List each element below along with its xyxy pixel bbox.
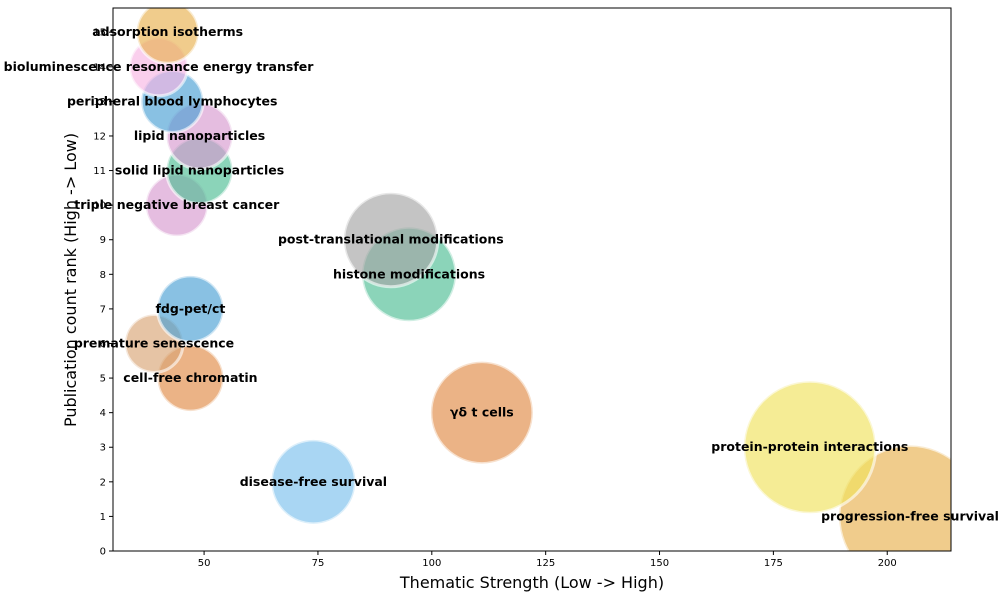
y-tick-label: 7 <box>100 304 106 315</box>
bubble-label: triple negative breast cancer <box>74 197 280 212</box>
bubble-label: post-translational modifications <box>278 232 504 247</box>
bubble <box>155 274 225 344</box>
y-tick-label: 13 <box>93 97 106 108</box>
bubble-label: cell-free chromatin <box>123 370 257 385</box>
bubble <box>429 360 535 466</box>
bubble-label: fdg-pet/ct <box>155 301 225 316</box>
bubble-label: protein-protein interactions <box>711 439 908 454</box>
bubble-label: disease-free survival <box>240 474 387 489</box>
y-tick-label: 11 <box>93 166 106 177</box>
bubble-label: premature senescence <box>74 335 234 350</box>
y-tick-label: 2 <box>100 477 106 488</box>
bubble-label: lipid nanoparticles <box>134 128 265 143</box>
y-tick-label: 12 <box>93 131 106 142</box>
y-tick-label: 6 <box>100 339 106 350</box>
y-tick-label: 4 <box>100 408 106 419</box>
bubble-label: bioluminescence resonance energy transfe… <box>4 59 315 74</box>
bubble-label: peripheral blood lymphocytes <box>67 93 278 108</box>
y-tick-label: 3 <box>100 443 106 454</box>
plot-frame <box>112 7 952 552</box>
bubble-label: progression-free survival <box>821 508 999 523</box>
bubble-label: adsorption isotherms <box>92 24 243 39</box>
y-tick-label: 15 <box>93 28 106 39</box>
x-tick-label: 100 <box>422 558 441 569</box>
x-axis-ticks: 50 75 100 125 150 175 200 <box>198 551 897 569</box>
x-tick-label: 50 <box>198 558 211 569</box>
y-tick-label: 5 <box>100 374 106 385</box>
y-tick-label: 8 <box>100 270 106 281</box>
x-axis-title: Thematic Strength (Low -> High) <box>399 573 664 592</box>
x-tick-label: 175 <box>764 558 783 569</box>
y-axis-title: Publication count rank (High -> Low) <box>61 133 80 427</box>
x-tick-label: 150 <box>650 558 669 569</box>
y-tick-label: 0 <box>100 547 106 558</box>
y-tick-label: 9 <box>100 235 106 246</box>
y-tick-label: 14 <box>93 62 106 73</box>
bubble-label: histone modifications <box>333 266 485 281</box>
bubble-label: γδ t cells <box>450 405 514 420</box>
y-tick-label: 1 <box>100 512 106 523</box>
x-tick-label: 75 <box>312 558 325 569</box>
bubble-label-layer: progression-free survival disease-free su… <box>4 24 999 523</box>
bubble <box>342 191 440 289</box>
bubble <box>742 379 878 515</box>
x-tick-label: 125 <box>536 558 555 569</box>
bubble <box>269 438 357 526</box>
x-tick-label: 200 <box>878 558 897 569</box>
y-tick-label: 10 <box>93 201 106 212</box>
bubble-label: solid lipid nanoparticles <box>115 163 284 178</box>
bubble <box>135 8 201 65</box>
bubble-layer <box>123 8 951 551</box>
